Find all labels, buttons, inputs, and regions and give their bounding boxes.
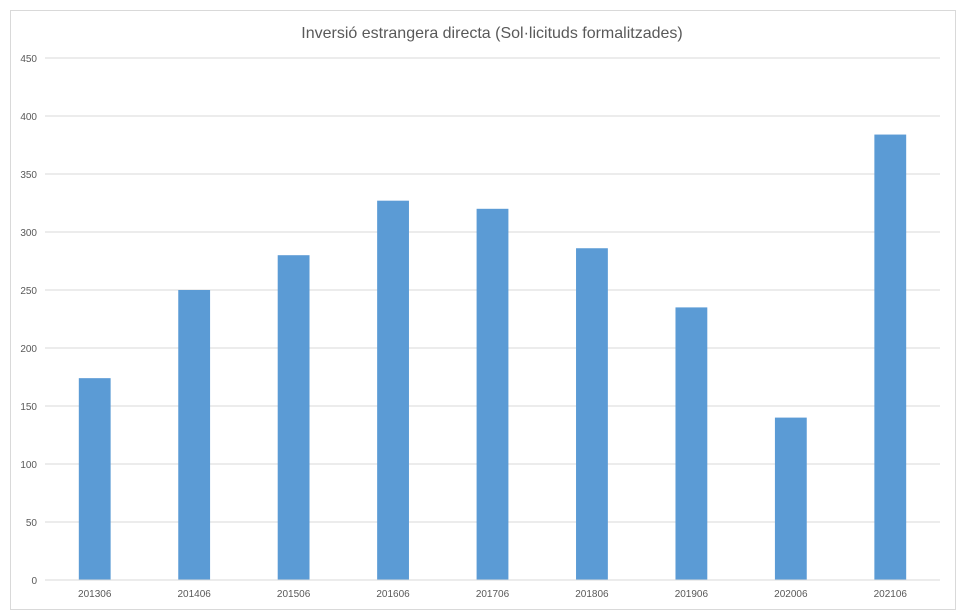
y-tick-label: 0 xyxy=(31,576,37,587)
y-tick-label: 150 xyxy=(20,402,37,413)
bar-201606 xyxy=(377,200,409,580)
x-tick-label: 201306 xyxy=(78,589,112,600)
x-tick-label: 201906 xyxy=(675,589,709,600)
bar-201506 xyxy=(277,255,310,580)
bar-202106 xyxy=(874,134,907,580)
y-tick-label: 450 xyxy=(20,54,37,65)
y-tick-label: 250 xyxy=(20,286,37,297)
x-tick-label: 201606 xyxy=(376,589,410,600)
bar-202006 xyxy=(774,417,807,580)
x-tick-label: 202006 xyxy=(774,589,808,600)
x-tick-label: 201406 xyxy=(177,589,211,600)
x-axis-ticks: 201306 201406 201506 201606 201706 201806 2019… xyxy=(78,589,907,600)
bar-201706 xyxy=(476,208,509,581)
bar-201406 xyxy=(178,290,211,580)
y-tick-label: 400 xyxy=(20,112,37,123)
x-tick-label: 201706 xyxy=(476,589,510,600)
bars xyxy=(78,134,907,581)
x-tick-label: 201506 xyxy=(277,589,311,600)
y-tick-label: 100 xyxy=(20,460,37,471)
y-tick-label: 50 xyxy=(26,518,38,529)
x-tick-label: 202106 xyxy=(874,589,908,600)
chart-title: Inversió estrangera directa (Sol·licitud… xyxy=(301,25,682,42)
bar-201806 xyxy=(576,248,608,581)
y-tick-label: 200 xyxy=(20,344,37,355)
y-tick-label: 350 xyxy=(20,170,37,181)
bar-201306 xyxy=(78,378,111,580)
bar-201906 xyxy=(675,307,708,580)
x-tick-label: 201806 xyxy=(575,589,609,600)
y-axis-ticks: 0 50 100 150 200 250 300 350 400 450 xyxy=(20,54,37,587)
y-tick-label: 300 xyxy=(20,228,37,239)
